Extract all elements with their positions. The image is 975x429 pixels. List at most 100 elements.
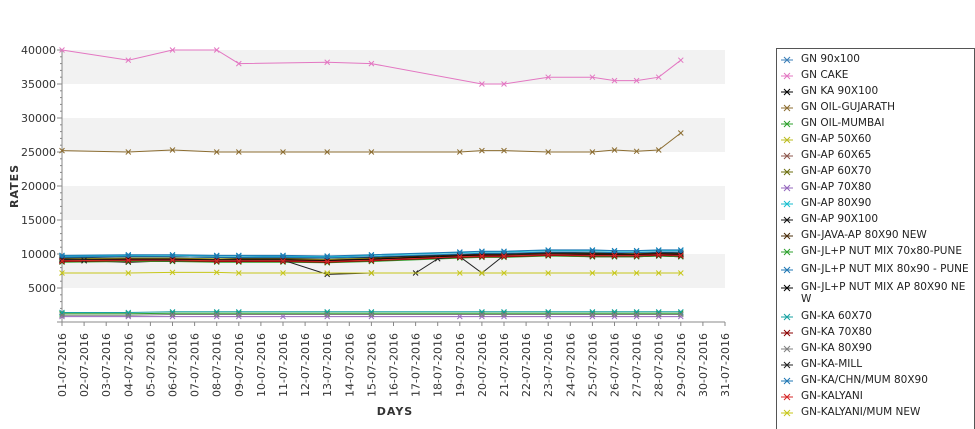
data-point[interactable] bbox=[59, 312, 65, 319]
data-point[interactable] bbox=[589, 311, 596, 318]
data-point[interactable] bbox=[677, 130, 684, 136]
legend-item[interactable]: GN-AP 80X90 bbox=[777, 197, 974, 210]
data-point[interactable] bbox=[59, 147, 65, 154]
legend-item[interactable]: GN-KA/CHN/MUM 80X90 bbox=[777, 374, 974, 387]
data-point[interactable] bbox=[655, 270, 662, 276]
data-point[interactable] bbox=[59, 252, 65, 259]
legend-item[interactable]: GN 90x100 bbox=[777, 53, 974, 66]
data-point[interactable] bbox=[324, 59, 331, 66]
data-point[interactable] bbox=[589, 252, 596, 259]
data-point[interactable] bbox=[545, 247, 552, 253]
data-point[interactable] bbox=[213, 149, 220, 155]
data-point[interactable] bbox=[125, 257, 132, 263]
legend-item[interactable]: GN-KA 80X90 bbox=[777, 342, 974, 355]
data-point[interactable] bbox=[125, 251, 132, 258]
data-point[interactable] bbox=[125, 149, 132, 155]
data-point[interactable] bbox=[677, 252, 684, 259]
data-point[interactable] bbox=[324, 270, 331, 276]
legend-item[interactable]: GN OIL-GUJARATH bbox=[777, 101, 974, 114]
data-point[interactable] bbox=[59, 257, 65, 264]
data-point[interactable] bbox=[456, 149, 463, 155]
legend-item[interactable]: GN CAKE bbox=[777, 69, 974, 82]
data-point[interactable] bbox=[280, 257, 286, 264]
data-point[interactable] bbox=[589, 149, 596, 155]
legend-item[interactable]: GN-JL+P NUT MIX 80x90 - PUNE bbox=[777, 263, 974, 276]
data-point[interactable] bbox=[633, 148, 640, 155]
data-point[interactable] bbox=[235, 270, 242, 276]
data-point[interactable] bbox=[213, 252, 220, 259]
data-point[interactable] bbox=[368, 60, 375, 67]
legend-item[interactable]: GN-AP 90X100 bbox=[777, 213, 974, 226]
data-point[interactable] bbox=[456, 249, 463, 255]
data-point[interactable] bbox=[655, 74, 662, 81]
data-point[interactable] bbox=[169, 147, 176, 153]
data-point[interactable] bbox=[611, 147, 618, 153]
data-point[interactable] bbox=[501, 147, 507, 154]
data-point[interactable] bbox=[611, 270, 618, 276]
data-point[interactable] bbox=[633, 311, 640, 318]
data-point[interactable] bbox=[611, 252, 618, 259]
data-point[interactable] bbox=[633, 270, 640, 276]
data-point[interactable] bbox=[235, 311, 242, 318]
data-point[interactable] bbox=[677, 311, 684, 318]
data-point[interactable] bbox=[169, 257, 176, 263]
legend-item[interactable]: GN-KA-MILL bbox=[777, 358, 974, 371]
data-point[interactable] bbox=[633, 77, 640, 84]
data-point[interactable] bbox=[125, 57, 132, 64]
data-point[interactable] bbox=[677, 247, 684, 253]
legend-item[interactable]: GN-KA 70X80 bbox=[777, 326, 974, 339]
legend-item[interactable]: GN KA 90X100 bbox=[777, 85, 974, 98]
data-point[interactable] bbox=[213, 47, 220, 53]
data-point[interactable] bbox=[479, 248, 485, 255]
data-point[interactable] bbox=[501, 248, 507, 255]
data-point[interactable] bbox=[213, 257, 220, 264]
data-point[interactable] bbox=[589, 74, 596, 81]
data-point[interactable] bbox=[677, 57, 684, 64]
data-point[interactable] bbox=[125, 270, 132, 276]
data-point[interactable] bbox=[655, 147, 662, 153]
data-point[interactable] bbox=[501, 253, 507, 259]
data-point[interactable] bbox=[677, 270, 684, 276]
legend-item[interactable]: GN-AP 60X70 bbox=[777, 165, 974, 178]
data-point[interactable] bbox=[655, 251, 662, 258]
data-point[interactable] bbox=[479, 311, 485, 318]
data-point[interactable] bbox=[280, 149, 286, 155]
data-point[interactable] bbox=[479, 253, 485, 259]
data-point[interactable] bbox=[213, 311, 220, 318]
data-point[interactable] bbox=[501, 270, 507, 276]
legend-item[interactable]: GN-JL+P NUT MIX 70x80-PUNE bbox=[777, 245, 974, 258]
data-point[interactable] bbox=[324, 311, 331, 318]
data-point[interactable] bbox=[545, 311, 552, 318]
data-point[interactable] bbox=[479, 270, 485, 276]
data-point[interactable] bbox=[368, 311, 375, 318]
data-point[interactable] bbox=[368, 257, 375, 263]
data-point[interactable] bbox=[169, 251, 176, 258]
data-point[interactable] bbox=[169, 269, 176, 276]
data-point[interactable] bbox=[213, 269, 220, 276]
data-point[interactable] bbox=[368, 149, 375, 155]
legend-item[interactable]: GN-AP 70X80 bbox=[777, 181, 974, 194]
data-point[interactable] bbox=[280, 270, 286, 276]
data-point[interactable] bbox=[589, 247, 596, 253]
data-point[interactable] bbox=[368, 270, 375, 276]
data-point[interactable] bbox=[501, 311, 507, 318]
data-point[interactable] bbox=[235, 257, 242, 264]
data-point[interactable] bbox=[235, 149, 242, 155]
data-point[interactable] bbox=[280, 252, 286, 259]
legend-item[interactable]: GN-KALYANI/MUM NEW bbox=[777, 406, 974, 419]
data-point[interactable] bbox=[368, 251, 375, 258]
data-point[interactable] bbox=[633, 252, 640, 259]
data-point[interactable] bbox=[125, 312, 132, 319]
data-point[interactable] bbox=[633, 247, 640, 254]
data-point[interactable] bbox=[611, 77, 618, 84]
data-point[interactable] bbox=[59, 47, 65, 53]
legend-item[interactable]: GN-JAVA-AP 80X90 NEW bbox=[777, 229, 974, 242]
data-point[interactable] bbox=[235, 252, 242, 259]
data-point[interactable] bbox=[235, 60, 242, 67]
data-point[interactable] bbox=[324, 258, 331, 265]
legend-item[interactable]: GN-KALYANI bbox=[777, 390, 974, 403]
legend-item[interactable]: GN OIL-MUMBAI bbox=[777, 117, 974, 130]
data-point[interactable] bbox=[655, 311, 662, 318]
data-point[interactable] bbox=[655, 247, 662, 253]
data-point[interactable] bbox=[324, 253, 331, 259]
